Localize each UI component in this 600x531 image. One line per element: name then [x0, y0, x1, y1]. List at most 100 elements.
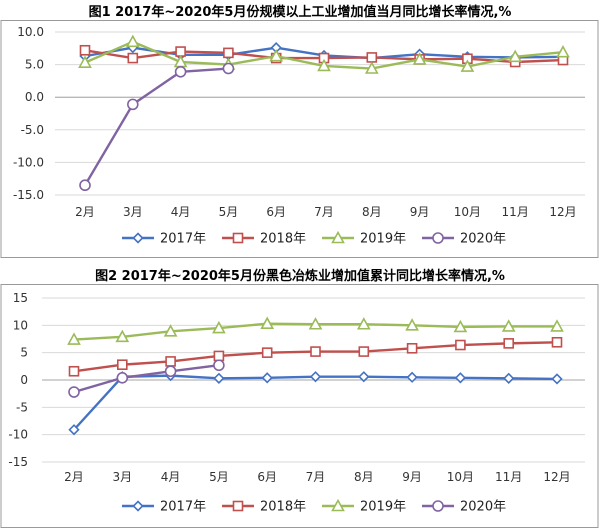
chart2-x-tick-label: 11月	[495, 470, 522, 484]
chart1-series-2	[78, 34, 570, 74]
chart2-legend-item: 2017年	[122, 500, 206, 515]
chart2-data-point	[213, 350, 225, 362]
chart1-y-tick-label: 5.0	[25, 58, 44, 72]
chart1-legend-item: 2020年	[422, 232, 506, 247]
chart2-legend-marker	[432, 500, 444, 512]
chart1-data-point	[78, 55, 92, 68]
chart1-data-point	[223, 47, 234, 59]
chart1-legend-label: 2019年	[360, 232, 406, 247]
chart1-x-tick-label: 7月	[314, 205, 334, 219]
chart2-legend-label: 2017年	[160, 500, 206, 515]
chart2-data-point	[115, 329, 130, 343]
chart2-data-point	[261, 347, 273, 358]
chart2-data-point	[503, 338, 515, 349]
chart1-data-point	[460, 59, 475, 72]
chart1-data-point	[79, 44, 91, 56]
chart2-y-tick-label: 0	[20, 373, 28, 387]
chart2-data-point	[308, 317, 323, 330]
chart1-x-tick-label: 12月	[549, 205, 576, 219]
chart2-series-line	[73, 374, 558, 431]
chart2-data-point	[163, 324, 178, 337]
chart1-x-tick-label: 6月	[266, 205, 286, 219]
chart2-data-point	[358, 371, 370, 383]
chart2-legend-item: 2018年	[222, 500, 306, 515]
chart2-legend-marker	[331, 498, 345, 512]
chart1-legend-marker	[331, 230, 345, 244]
chart1-data-point	[317, 58, 331, 72]
chart2-data-point	[551, 373, 563, 385]
chart2-legend-item: 2020年	[422, 500, 506, 515]
chart2-data-point	[260, 316, 275, 329]
chart2-series-3	[68, 359, 225, 398]
chart2-data-point	[406, 371, 418, 383]
chart1-legend-label: 2017年	[160, 232, 206, 247]
chart2-data-point	[309, 371, 322, 383]
chart1-series-line	[83, 67, 229, 186]
chart2-data-point	[358, 346, 370, 357]
chart1-legend-item: 2019年	[322, 230, 406, 247]
chart2-x-tick-label: 7月	[306, 470, 326, 484]
chart2-x-tick-label: 10月	[447, 470, 474, 484]
chart2-series-1	[68, 336, 563, 377]
chart1-data-point	[125, 34, 140, 48]
chart2-x-tick-label: 2月	[64, 470, 84, 484]
chart1-x-tick-label: 9月	[410, 205, 430, 219]
chart2-legend-label: 2019年	[360, 500, 406, 515]
chart1-legend-marker	[432, 232, 444, 244]
chart1-legend-label: 2020年	[460, 232, 506, 247]
chart2-data-point	[117, 359, 128, 370]
chart1-y-tick-label: 10.0	[17, 25, 44, 39]
chart2-frame	[0, 284, 599, 528]
chart2-legend-label: 2018年	[260, 500, 306, 515]
chart1-series-3	[79, 62, 235, 192]
chart1-data-point	[508, 49, 523, 63]
chart1-data-point	[127, 52, 139, 64]
chart1-legend-item: 2018年	[222, 232, 306, 247]
chart1-data-point	[366, 52, 378, 63]
chart1-data-point	[127, 98, 139, 111]
chart2-plot: 15 10 5 0 -5 -10 -15 2月 3月 4月 5月 6月 7月 8月 9月 10月 11月 12月 2…	[0, 284, 599, 528]
chart1-x-tick-label: 4月	[171, 205, 191, 219]
chart1-x-tick-label: 10月	[454, 205, 481, 219]
chart1-y-tick-label: 0.0	[25, 90, 44, 104]
chart2-x-tick-label: 8月	[354, 470, 374, 484]
chart2-series-0	[68, 369, 563, 436]
chart1-legend-marker	[132, 232, 144, 244]
chart2-series-2	[67, 316, 564, 345]
chart2-data-point	[68, 424, 80, 436]
chart1-plot: 10.0 5.0 0.0 -5.0 -10.0 -15.0 2月 3月 4月 5月 6月 7月 8月 9月…	[0, 20, 599, 258]
chart1-data-point	[412, 52, 427, 65]
chart2-legend-marker	[232, 500, 244, 512]
chart2-data-point	[551, 336, 563, 348]
chart2-data-point	[68, 365, 80, 377]
chart2-y-tick-label: 10	[13, 318, 28, 332]
chart1-data-point	[175, 46, 186, 57]
chart1-frame	[0, 20, 599, 258]
chart2-y-tick-label: -15	[8, 455, 28, 469]
chart2-y-tick-label: -10	[8, 428, 28, 442]
chart2-y-tick-label: 5	[20, 346, 28, 360]
chart2-data-point	[212, 320, 226, 334]
chart2-data-point	[453, 319, 468, 333]
chart2-data-point	[165, 356, 176, 367]
chart1-y-tick-label: -15.0	[13, 188, 44, 202]
chart2-data-point	[406, 342, 418, 354]
chart1-data-point	[364, 61, 379, 74]
chart2-data-point	[455, 339, 466, 351]
chart2-legend-label: 2020年	[460, 500, 506, 515]
chart2-y-tick-label: -5	[16, 400, 28, 414]
chart2-legend-item: 2019年	[322, 498, 406, 515]
chart2-x-tick-label: 3月	[112, 470, 132, 484]
chart1-x-tick-label: 8月	[362, 205, 382, 219]
chart2-data-point	[310, 346, 321, 357]
chart1-legend-marker	[232, 232, 244, 244]
chart2-legend-marker	[132, 500, 144, 512]
chart1-data-point	[222, 62, 235, 75]
chart1-data-point	[79, 179, 91, 192]
chart2-x-tick-label: 4月	[161, 470, 181, 484]
chart2-data-point	[213, 359, 225, 372]
chart2-data-point	[550, 319, 564, 332]
chart2-data-point	[68, 386, 80, 398]
chart1-x-tick-label: 11月	[502, 205, 529, 219]
chart1-x-tick-label: 5月	[219, 205, 239, 219]
